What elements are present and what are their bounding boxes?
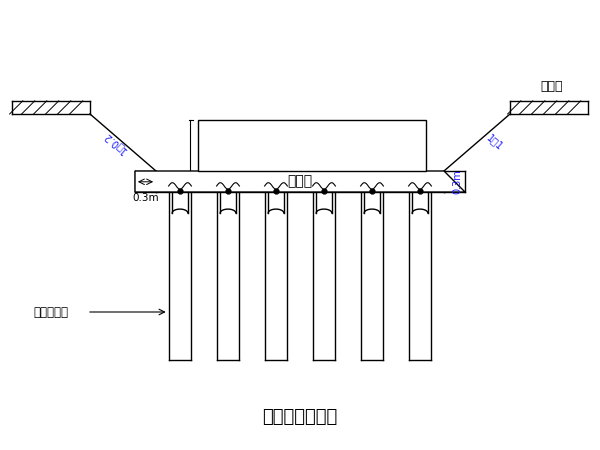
Text: 基坑开挖示意图: 基坑开挖示意图 bbox=[262, 408, 338, 426]
Text: 0.3m: 0.3m bbox=[132, 193, 159, 203]
Text: 原地面: 原地面 bbox=[541, 81, 563, 94]
Text: 1：0.2: 1：0.2 bbox=[100, 130, 128, 155]
Text: 框构桥基础: 框构桥基础 bbox=[303, 139, 345, 153]
Text: 2m: 2m bbox=[200, 140, 217, 150]
Text: 砂垫层: 砂垫层 bbox=[287, 175, 313, 189]
Text: 0.3m: 0.3m bbox=[453, 169, 463, 194]
Text: 水泥搅拌桩: 水泥搅拌桩 bbox=[33, 306, 68, 319]
Bar bbox=[198, 120, 426, 171]
Polygon shape bbox=[135, 171, 465, 192]
Text: 1：1: 1：1 bbox=[485, 133, 505, 152]
